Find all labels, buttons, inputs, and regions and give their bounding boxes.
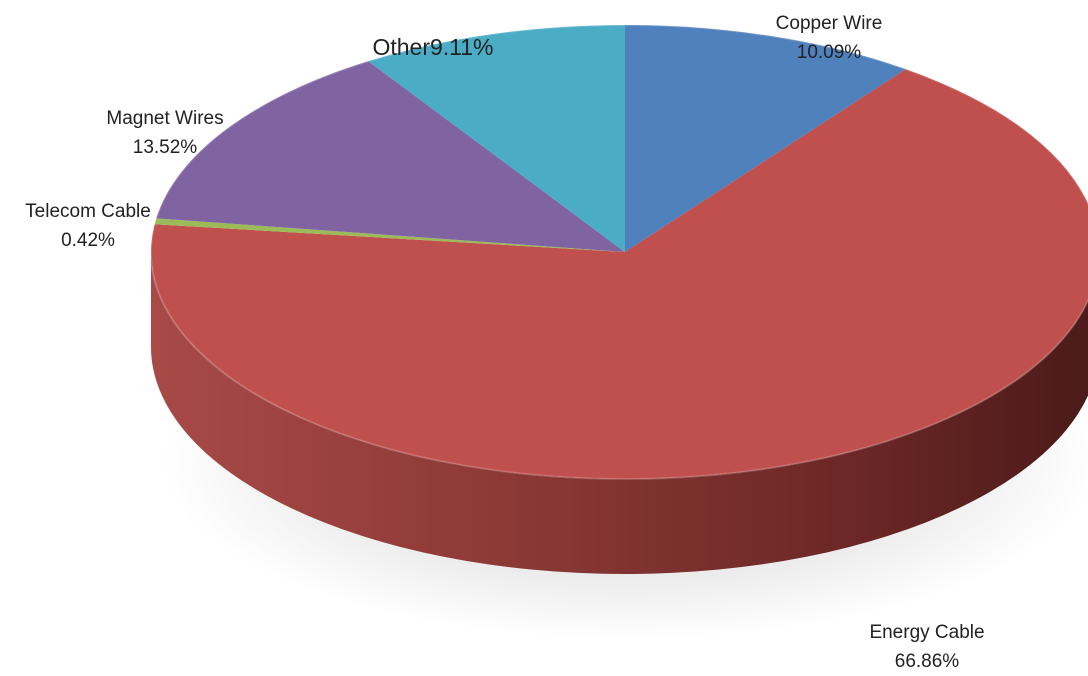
label-magnet-wires-name: Magnet Wires [106,108,223,129]
label-other-value: 9.11% [430,34,494,60]
pie-slice-energy-cable [151,69,1088,479]
label-telecom-cable-name: Telecom Cable [25,201,151,222]
label-other: Other9.11% [372,34,493,60]
label-energy-cable-value: 66.86% [895,651,960,672]
pie-slice-telecom-cable [154,218,626,252]
pie-slice-other [368,24,625,252]
slice-labels: Copper Wire 10.09% Other9.11% Magnet Wir… [25,13,984,672]
label-copper-wire-value: 10.09% [797,42,862,63]
pie-top [150,24,1088,480]
label-magnet-wires-value: 13.52% [133,137,198,158]
pie-side-energy-cable [151,252,1088,574]
label-copper-wire-name: Copper Wire [776,13,883,34]
label-energy-cable-name: Energy Cable [869,622,984,643]
pie-slice-magnet-wires [156,61,625,253]
pie-side [151,252,1088,574]
label-other-name: Other [372,34,430,60]
pie-slice-copper-wire [625,25,906,252]
pie-rim [150,24,1088,480]
label-telecom-cable-value: 0.42% [61,230,115,251]
